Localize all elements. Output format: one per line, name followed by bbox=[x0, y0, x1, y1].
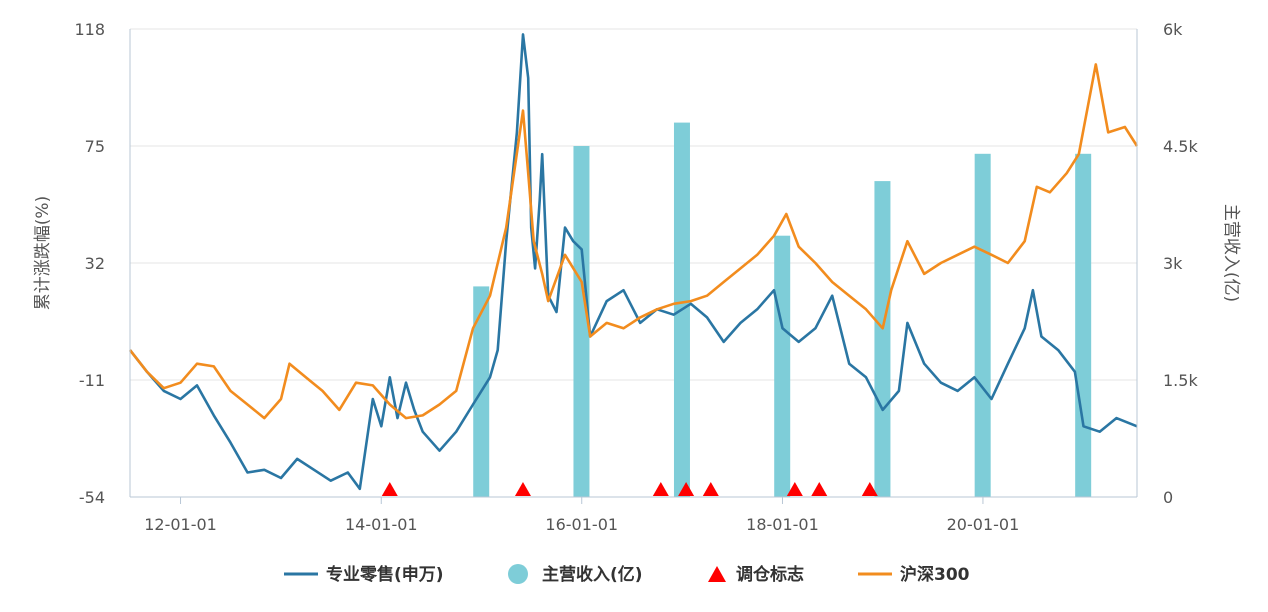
y-right-tick-label: 4.5k bbox=[1163, 137, 1198, 156]
rebalance-marker bbox=[381, 482, 398, 496]
x-tick-label: 14-01-01 bbox=[345, 515, 418, 534]
y-left-tick-label: 32 bbox=[85, 254, 105, 273]
x-tick-label: 20-01-01 bbox=[947, 515, 1020, 534]
y-left-tick-label: -54 bbox=[79, 488, 105, 507]
y-left-axis-title: 累计涨跌幅(%) bbox=[33, 196, 53, 310]
legend-label: 调仓标志 bbox=[736, 564, 804, 585]
y-right-tick-label: 1.5k bbox=[1163, 371, 1198, 390]
rebalance-marker bbox=[678, 482, 695, 496]
legend-item-revenue[interactable]: 主营收入(亿) bbox=[508, 564, 643, 585]
y-right-tick-label: 0 bbox=[1163, 488, 1173, 507]
y-right-tick-label: 3k bbox=[1163, 254, 1183, 273]
legend[interactable]: 专业零售(申万) 主营收入(亿) 调仓标志 沪深300 bbox=[284, 564, 970, 585]
y-right-axis-title: 主营收入(亿) bbox=[1221, 204, 1241, 302]
axes: 118 75 32 -11 -54 6k 4.5k 3k 1.5k 0 12-01-01 14-01-… bbox=[33, 20, 1241, 534]
revenue-bar bbox=[774, 235, 791, 497]
x-tick-label: 16-01-01 bbox=[545, 515, 618, 534]
rebalance-marker bbox=[702, 482, 719, 496]
rebalance-marker bbox=[652, 482, 669, 496]
rebalance-marker bbox=[811, 482, 828, 496]
legend-label: 主营收入(亿) bbox=[542, 564, 643, 585]
series-line-retail bbox=[128, 33, 1138, 491]
revenue-bars bbox=[473, 122, 1092, 498]
legend-swatch-circle bbox=[508, 564, 528, 584]
y-left-tick-label: 75 bbox=[85, 137, 105, 156]
legend-item-rebalance[interactable]: 调仓标志 bbox=[708, 564, 804, 585]
revenue-bar bbox=[1075, 153, 1092, 498]
rebalance-marker bbox=[514, 482, 531, 496]
legend-swatch-triangle bbox=[708, 566, 726, 582]
rebalance-markers bbox=[381, 482, 878, 496]
rebalance-marker bbox=[786, 482, 803, 496]
y-right-tick-label: 6k bbox=[1163, 20, 1183, 39]
x-tick-label: 12-01-01 bbox=[144, 515, 217, 534]
y-left-tick-label: -11 bbox=[79, 371, 105, 390]
rebalance-marker bbox=[861, 482, 878, 496]
series-line-csi300 bbox=[128, 63, 1139, 420]
legend-label: 沪深300 bbox=[900, 564, 970, 585]
legend-item-retail[interactable]: 专业零售(申万) bbox=[284, 564, 444, 585]
revenue-bar bbox=[874, 181, 891, 497]
legend-label: 专业零售(申万) bbox=[326, 564, 444, 585]
x-tick-label: 18-01-01 bbox=[746, 515, 819, 534]
revenue-bar bbox=[573, 146, 590, 497]
y-left-tick-label: 118 bbox=[74, 20, 105, 39]
series-lines bbox=[128, 33, 1139, 491]
legend-item-csi300[interactable]: 沪深300 bbox=[858, 564, 970, 585]
revenue-bar bbox=[974, 153, 991, 498]
